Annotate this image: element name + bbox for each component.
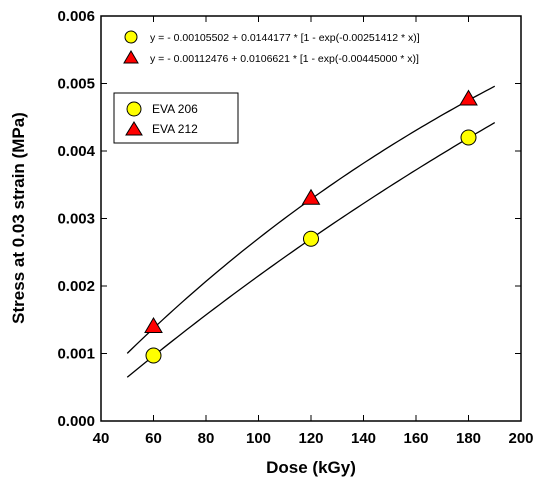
legend-label-eva206: EVA 206 (152, 102, 198, 116)
x-tick-label: 140 (351, 430, 376, 447)
legend-marker-eva212 (125, 121, 143, 136)
y-tick-label: 0.001 (57, 346, 95, 363)
x-tick-label: 100 (246, 430, 271, 447)
equation-legend: y = - 0.00105502 + 0.0144177 * [1 - exp(… (123, 30, 420, 65)
data-point-eva206 (145, 347, 162, 364)
y-tick-label: 0.004 (57, 143, 95, 160)
equation-eva212: y = - 0.00112476 + 0.0106621 * [1 - exp(… (150, 53, 419, 65)
legend-marker-eva206 (126, 101, 142, 117)
data-point-eva206 (303, 230, 319, 247)
y-tick-label: 0.002 (57, 278, 95, 295)
plot-frame (100, 15, 522, 422)
x-axis: 40 60 80 100 120 140 160 180 200 (93, 16, 534, 447)
y-tick-label: 0.006 (57, 8, 95, 25)
equation-marker-eva212 (123, 50, 139, 64)
y-tick-label: 0.000 (57, 413, 95, 430)
equation-eva206: y = - 0.00105502 + 0.0144177 * [1 - exp(… (150, 32, 420, 44)
fit-curve-eva206 (126, 122, 496, 378)
equation-marker-eva206 (124, 30, 138, 44)
x-tick-label: 80 (198, 430, 215, 447)
y-tick-label: 0.005 (57, 76, 95, 93)
y-tick-label: 0.003 (57, 211, 95, 228)
legend-label-eva212: EVA 212 (152, 122, 198, 136)
data-point-eva212 (301, 188, 321, 205)
x-tick-label: 40 (93, 430, 110, 447)
x-tick-label: 180 (456, 430, 481, 447)
legend: EVA 206 EVA 212 (113, 92, 239, 144)
y-axis: 0.000 0.001 0.002 0.003 0.004 0.005 0.006 (57, 8, 521, 430)
x-tick-label: 60 (145, 430, 162, 447)
data-point-eva212 (459, 89, 478, 106)
x-tick-label: 120 (298, 430, 323, 447)
x-tick-label: 200 (508, 430, 533, 447)
y-axis-title: Stress at 0.03 strain (MPa) (9, 112, 28, 324)
data-point-eva212 (144, 317, 163, 333)
x-axis-title: Dose (kGy) (266, 458, 356, 477)
data-point-eva206 (460, 129, 477, 146)
x-tick-label: 160 (403, 430, 428, 447)
data-points (144, 89, 478, 364)
